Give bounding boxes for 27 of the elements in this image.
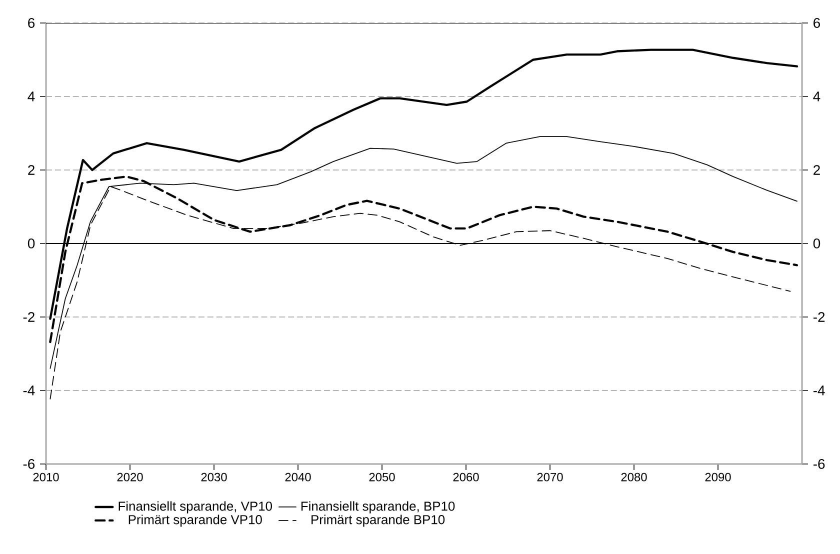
y-tick-label: 0 [28, 238, 35, 248]
legend-label: Primärt sparande VP10 [128, 514, 262, 527]
x-tick-label: 2040 [285, 472, 311, 482]
x-tick-label: 2060 [453, 472, 479, 482]
y-tick-label: -2 [23, 312, 34, 322]
legend-label: Primärt sparande BP10 [312, 514, 445, 527]
x-tick-label: 2070 [537, 472, 563, 482]
y2-tick-label: 4 [813, 92, 820, 102]
x-tick-label: 2020 [117, 472, 143, 482]
x-tick-label: 2050 [369, 472, 395, 482]
x-tick-label: 2030 [201, 472, 227, 482]
y2-tick-label: 0 [813, 238, 820, 248]
y2-tick-label: -4 [813, 386, 825, 396]
legend-label: Finansiellt sparande, VP10 [118, 501, 272, 514]
y-tick-label: 2 [28, 165, 34, 175]
x-tick-label: 2080 [621, 472, 647, 482]
y-tick-label: -6 [23, 459, 35, 469]
legend-label: Finansiellt sparande, BP10 [301, 501, 455, 514]
y2-tick-label: -2 [813, 312, 825, 322]
x-tick-label: 2010 [33, 472, 59, 482]
y2-tick-label: 2 [814, 165, 820, 175]
y-tick-label: 6 [28, 18, 35, 28]
y2-tick-label: 6 [814, 18, 820, 28]
y2-tick-label: -6 [813, 459, 825, 469]
y-tick-label: -4 [23, 386, 35, 396]
x-tick-label: 2090 [705, 472, 731, 482]
y-tick-label: 4 [28, 92, 35, 102]
